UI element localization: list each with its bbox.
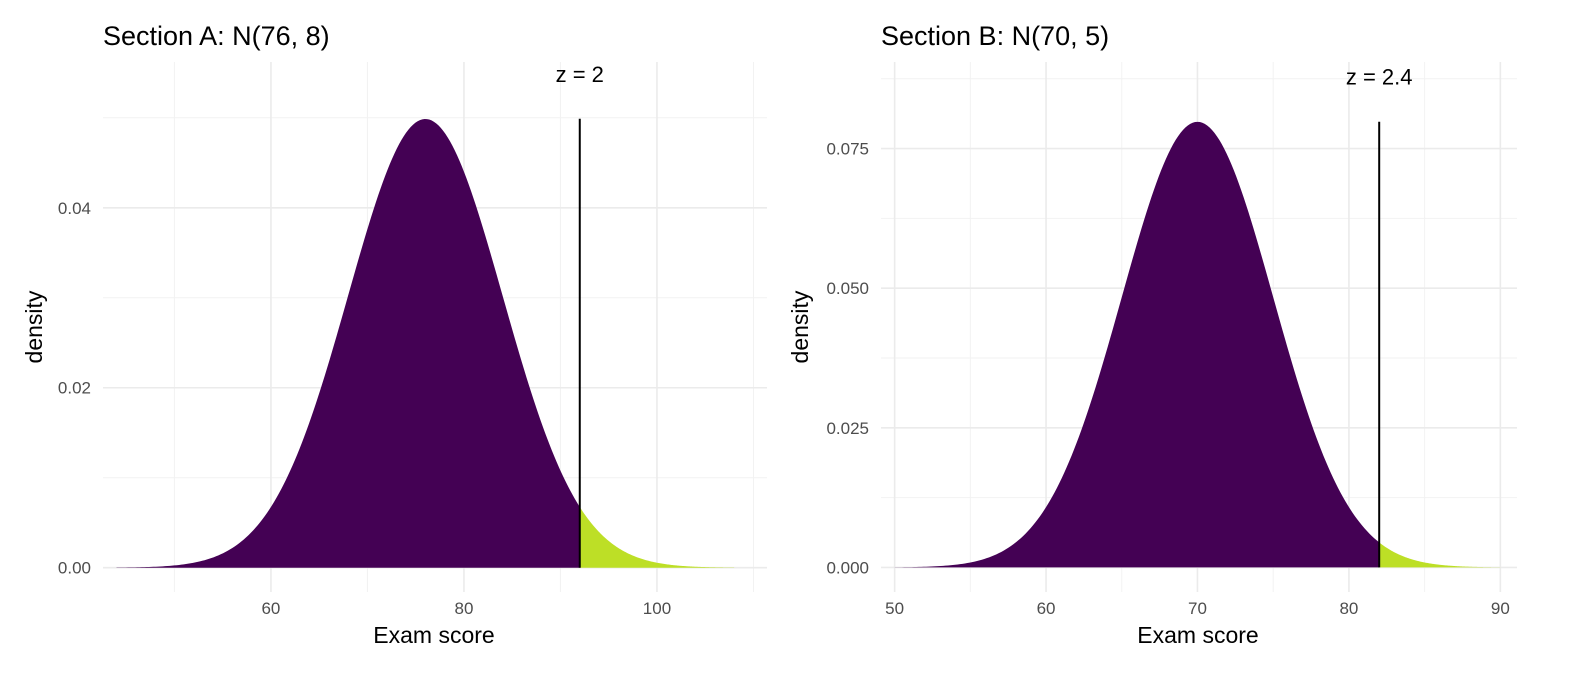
- panel-b: z = 2.4 0.000 0.025 0.050 0.075 50 60 70 80 90 Exa…: [787, 21, 1517, 648]
- x-tick-label: 70: [1188, 599, 1207, 618]
- x-tick-label: 50: [885, 599, 904, 618]
- y-tick-label: 0.025: [826, 419, 869, 438]
- z-annotation: z = 2: [556, 62, 604, 87]
- y-tick-label: 0.04: [58, 199, 91, 218]
- x-axis-label: Exam score: [373, 622, 494, 648]
- x-tick-label: 80: [1339, 599, 1358, 618]
- x-axis-label: Exam score: [1137, 622, 1258, 648]
- z-annotation: z = 2.4: [1346, 64, 1413, 89]
- chart-title: Section B: N(70, 5): [881, 21, 1109, 51]
- x-tick-label: 90: [1491, 599, 1510, 618]
- y-tick-label: 0.075: [826, 140, 869, 159]
- panel-a: z = 2 0.00 0.02 0.04 60 80 100 Exam score densit…: [21, 21, 767, 648]
- y-tick-label: 0.000: [826, 558, 869, 577]
- density-body-area: [894, 121, 1380, 568]
- density-tail-area: [579, 506, 735, 568]
- x-tick-label: 60: [261, 599, 280, 618]
- x-tick-label: 60: [1037, 599, 1056, 618]
- x-tick-label: 100: [643, 599, 671, 618]
- density-tail-area: [1379, 542, 1501, 568]
- chart-title: Section A: N(76, 8): [103, 21, 330, 51]
- x-tick-label: 80: [454, 599, 473, 618]
- y-axis-label: density: [21, 290, 47, 363]
- density-body-area: [116, 119, 580, 568]
- y-tick-label: 0.00: [58, 559, 91, 578]
- y-tick-label: 0.02: [58, 379, 91, 398]
- y-tick-label: 0.050: [826, 279, 869, 298]
- y-axis-label: density: [787, 290, 813, 363]
